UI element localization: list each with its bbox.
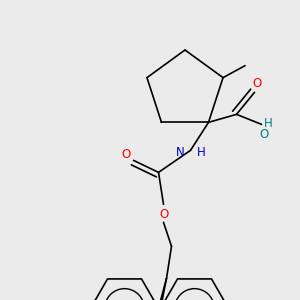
Text: O: O	[252, 77, 261, 90]
Text: O: O	[121, 148, 130, 161]
Text: H: H	[264, 117, 273, 130]
Text: O: O	[159, 208, 168, 221]
Text: O: O	[259, 128, 268, 141]
Text: N: N	[176, 146, 184, 159]
Text: H: H	[196, 146, 205, 159]
